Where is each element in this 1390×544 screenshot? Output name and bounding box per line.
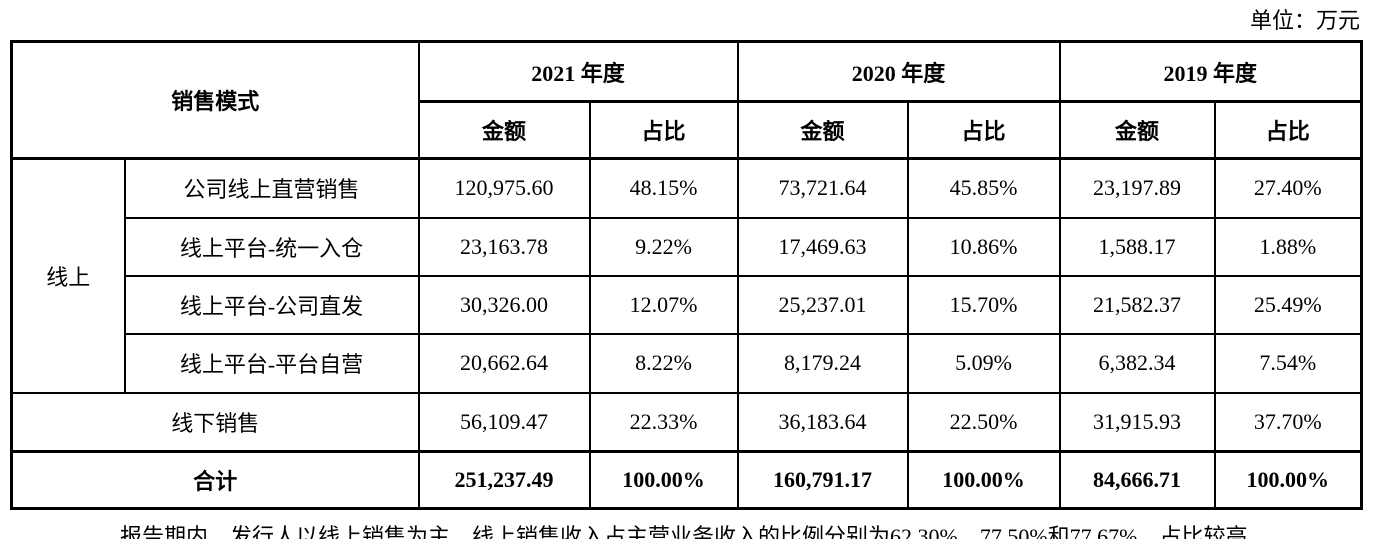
cell-2019-ratio: 100.00% — [1213, 450, 1363, 510]
cell-2019-ratio: 1.88% — [1213, 216, 1363, 277]
header-year-2019: 2019 年度 — [1058, 40, 1363, 103]
cell-2019-ratio: 7.54% — [1213, 332, 1363, 394]
sales-mode-table: 销售模式 2021 年度 2020 年度 2019 年度 金额 占比 金额 占比… — [10, 40, 1364, 510]
cell-2020-amount: 17,469.63 — [736, 216, 909, 277]
cell-2020-amount: 160,791.17 — [736, 450, 909, 510]
header-sales-mode: 销售模式 — [10, 40, 420, 160]
cell-2021-ratio: 12.07% — [588, 274, 739, 335]
header-amount-2021: 金额 — [417, 100, 591, 160]
cell-2021-ratio: 22.33% — [588, 391, 739, 453]
truncated-paragraph: 报告期内，发行人以线上销售为主，线上销售收入占主营业务收入的比例分别为62.30… — [120, 524, 1248, 539]
row-label: 线上平台-平台自营 — [123, 332, 420, 394]
header-year-2021: 2021 年度 — [417, 40, 739, 103]
offline-row: 线下销售 56,109.47 22.33% 36,183.64 22.50% 3… — [10, 391, 1363, 453]
cell-2020-amount: 8,179.24 — [736, 332, 909, 394]
cell-2020-ratio: 22.50% — [906, 391, 1061, 453]
cell-2020-ratio: 10.86% — [906, 216, 1061, 277]
cell-2020-ratio: 45.85% — [906, 157, 1061, 219]
cell-2019-amount: 21,582.37 — [1058, 274, 1216, 335]
cell-2019-ratio: 25.49% — [1213, 274, 1363, 335]
cell-2021-amount: 30,326.00 — [417, 274, 591, 335]
cell-2020-ratio: 15.70% — [906, 274, 1061, 335]
header-ratio-2019: 占比 — [1213, 100, 1363, 160]
cell-2020-ratio: 5.09% — [906, 332, 1061, 394]
header-amount-2019: 金额 — [1058, 100, 1216, 160]
cell-2021-amount: 120,975.60 — [417, 157, 591, 219]
cell-2019-amount: 23,197.89 — [1058, 157, 1216, 219]
cell-2021-amount: 23,163.78 — [417, 216, 591, 277]
table-row: 线上平台-公司直发 30,326.00 12.07% 25,237.01 15.… — [12, 274, 1363, 335]
unit-label: 单位：万元 — [1249, 8, 1360, 33]
cell-2021-ratio: 8.22% — [588, 332, 739, 394]
header-amount-2020: 金额 — [736, 100, 909, 160]
total-row: 合计 251,237.49 100.00% 160,791.17 100.00%… — [10, 450, 1363, 510]
group-label-online: 线上 — [10, 157, 126, 394]
header-ratio-2021: 占比 — [588, 100, 739, 160]
row-label-total: 合计 — [10, 450, 420, 510]
row-label: 线上平台-公司直发 — [123, 274, 420, 335]
cell-2021-ratio: 9.22% — [588, 216, 739, 277]
cell-2019-amount: 6,382.34 — [1058, 332, 1216, 394]
cell-2021-amount: 20,662.64 — [417, 332, 591, 394]
cell-2019-amount: 84,666.71 — [1058, 450, 1216, 510]
header-ratio-2020: 占比 — [906, 100, 1061, 160]
row-label: 公司线上直营销售 — [123, 157, 420, 219]
table-row: 线上 公司线上直营销售 120,975.60 48.15% 73,721.64 … — [10, 157, 1363, 394]
cell-2021-ratio: 100.00% — [588, 450, 739, 510]
cell-2021-amount: 56,109.47 — [417, 391, 591, 453]
table-row: 线上平台-平台自营 20,662.64 8.22% 8,179.24 5.09%… — [12, 332, 1363, 394]
table-row: 线上平台-统一入仓 23,163.78 9.22% 17,469.63 10.8… — [12, 216, 1363, 277]
cell-2020-amount: 36,183.64 — [736, 391, 909, 453]
cell-2019-ratio: 37.70% — [1213, 391, 1363, 453]
cell-2020-amount: 73,721.64 — [736, 157, 909, 219]
cell-2020-ratio: 100.00% — [906, 450, 1061, 510]
header-year-2020: 2020 年度 — [736, 40, 1061, 103]
cell-2021-amount: 251,237.49 — [417, 450, 591, 510]
cell-2019-ratio: 27.40% — [1213, 157, 1363, 219]
cell-2019-amount: 1,588.17 — [1058, 216, 1216, 277]
cell-2021-ratio: 48.15% — [588, 157, 739, 219]
row-label-offline: 线下销售 — [10, 391, 420, 453]
row-label: 线上平台-统一入仓 — [123, 216, 420, 277]
cell-2019-amount: 31,915.93 — [1058, 391, 1216, 453]
cell-2020-amount: 25,237.01 — [736, 274, 909, 335]
